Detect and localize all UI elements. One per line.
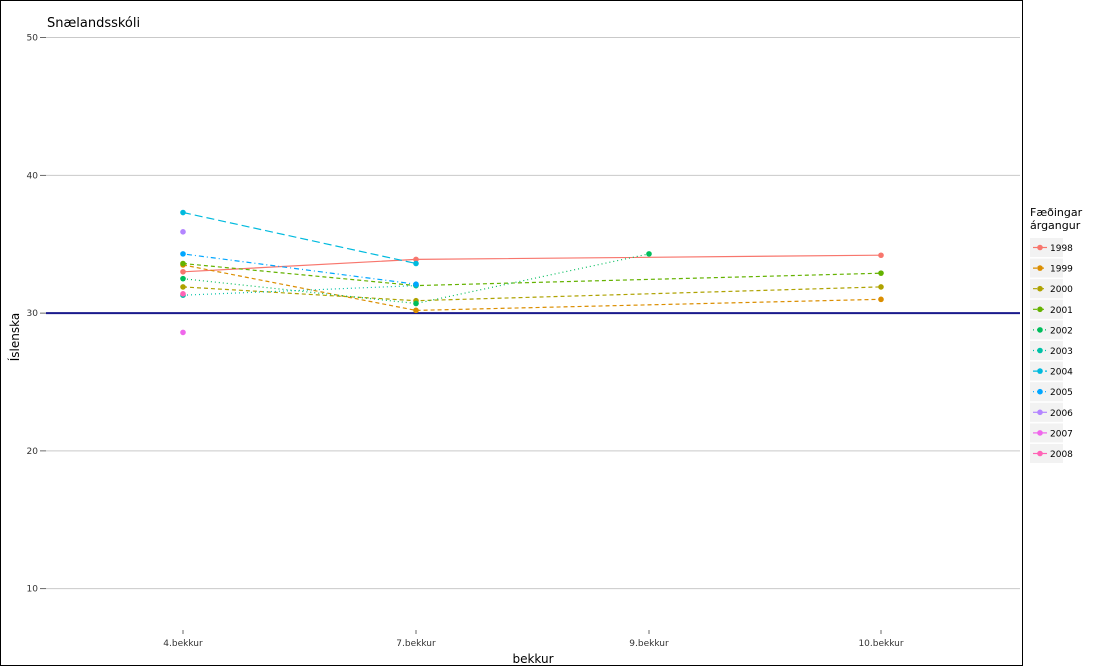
series-line: [182, 264, 882, 312]
y-tick-label: 30: [27, 309, 39, 319]
legend-title-line1: Fæðingar: [1030, 206, 1083, 219]
x-axis-title: bekkur: [512, 652, 553, 666]
data-point: [413, 281, 419, 287]
data-point: [878, 296, 884, 303]
series-2007: [180, 329, 186, 336]
legend-key-point: [1037, 265, 1043, 271]
legend-item-2008: 2008: [1030, 444, 1073, 463]
y-tick-label: 20: [27, 447, 39, 457]
x-tick-label: 10.bekkur: [858, 639, 903, 649]
legend-item-2002: 2002: [1030, 320, 1073, 340]
legend-label: 2001: [1050, 306, 1073, 316]
data-point: [180, 284, 186, 290]
tick-labels: 10 20 30 40 50 4.bekkur 7.bekkur 9.bekkur 10.bek…: [27, 34, 904, 649]
legend-key-bg: [1030, 258, 1063, 278]
legend-item-2000: 2000: [1030, 279, 1073, 299]
legend-key-point: [1037, 368, 1043, 374]
x-tick-label: 4.bekkur: [163, 639, 203, 649]
legend-item-2005: 2005: [1030, 382, 1073, 402]
legend-key-point: [1037, 285, 1043, 292]
legend-item-2004: 2004: [1030, 361, 1073, 381]
series-layer: [180, 209, 884, 336]
data-point: [878, 284, 884, 290]
legend-item-2001: 2001: [1030, 299, 1073, 319]
series-2002: [180, 251, 652, 307]
series-2006: [180, 229, 186, 235]
legend-item-2007: 2007: [1030, 423, 1073, 443]
legend-label: 1999: [1050, 265, 1073, 275]
legend-item-1998: 1998: [1030, 238, 1073, 257]
y-axis-title: Íslenska: [7, 313, 22, 361]
legend: Fæðingar árgangur 1998 1999 2000 2001 2002 20…: [1030, 206, 1083, 463]
series-2008: [180, 291, 186, 297]
data-point: [646, 251, 652, 257]
legend-key-bg: [1030, 299, 1063, 319]
data-point: [180, 209, 186, 216]
data-point: [180, 268, 186, 275]
series-2000: [180, 284, 884, 304]
legend-key-point: [1037, 306, 1043, 313]
legend-items: 1998 1999 2000 2001 2002 2003 2004 2005 2006 2007…: [1030, 238, 1073, 463]
series-1999: [180, 262, 884, 314]
legend-key-point: [1037, 347, 1043, 354]
legend-item-1999: 1999: [1030, 258, 1073, 278]
data-point: [180, 260, 186, 267]
legend-key-point: [1037, 409, 1043, 416]
data-point: [878, 252, 884, 259]
chart-title: Snælandsskóli: [47, 16, 140, 31]
legend-label: 1998: [1050, 244, 1073, 254]
x-tick-label: 9.bekkur: [629, 639, 669, 649]
chart-frame: [0, 0, 1023, 666]
data-point: [180, 251, 186, 257]
legend-key-point: [1037, 327, 1043, 333]
y-tick-label: 10: [27, 585, 39, 595]
series-line: [182, 285, 417, 296]
legend-label: 2007: [1050, 429, 1073, 439]
legend-label: 2004: [1050, 368, 1073, 378]
legend-key-bg: [1030, 382, 1063, 402]
series-2005: [180, 251, 419, 287]
legend-title-line2: árgangur: [1030, 219, 1081, 232]
legend-label: 2006: [1050, 409, 1073, 419]
legend-key-point: [1037, 430, 1043, 436]
legend-label: 2000: [1050, 285, 1073, 295]
data-point: [180, 275, 186, 282]
y-tick-label: 40: [27, 171, 39, 181]
legend-key-point: [1037, 244, 1043, 251]
legend-label: 2008: [1050, 450, 1073, 460]
data-point: [413, 300, 419, 307]
series-line: [182, 286, 882, 302]
legend-label: 2003: [1050, 347, 1073, 357]
series-2004: [180, 209, 419, 267]
legend-key-bg: [1030, 279, 1063, 299]
data-point: [413, 260, 419, 267]
legend-key-point: [1037, 388, 1043, 395]
series-2003: [180, 282, 419, 299]
legend-label: 2002: [1050, 326, 1073, 336]
legend-key-point: [1037, 450, 1043, 457]
series-line: [182, 211, 417, 265]
legend-label: 2005: [1050, 388, 1073, 398]
data-point: [180, 291, 186, 297]
data-point: [413, 256, 419, 263]
data-point: [413, 307, 419, 314]
data-point: [180, 229, 186, 235]
series-line: [182, 254, 882, 273]
series-line: [182, 253, 417, 285]
y-tick-label: 50: [27, 34, 39, 44]
legend-item-2003: 2003: [1030, 341, 1073, 360]
series-1998: [180, 252, 884, 275]
data-point: [180, 329, 186, 336]
legend-key-bg: [1030, 320, 1063, 340]
legend-key-bg: [1030, 341, 1063, 360]
data-point: [878, 270, 884, 276]
legend-item-2006: 2006: [1030, 402, 1073, 422]
series-2001: [180, 260, 884, 289]
x-tick-label: 7.bekkur: [396, 639, 436, 649]
